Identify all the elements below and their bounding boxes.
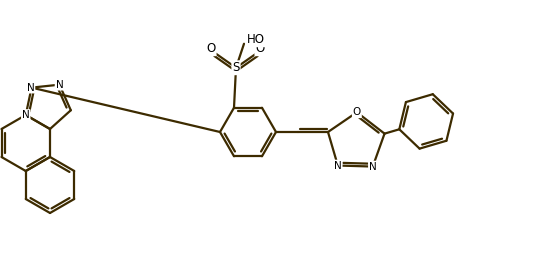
Text: N: N [334,161,342,171]
Text: S: S [232,61,240,74]
Text: O: O [255,42,265,55]
Text: O: O [353,107,361,117]
Text: N: N [369,162,377,172]
Text: N: N [22,110,29,120]
Text: N: N [55,80,63,90]
Text: O: O [207,42,216,55]
Text: HO: HO [247,33,265,46]
Text: N: N [27,82,34,93]
